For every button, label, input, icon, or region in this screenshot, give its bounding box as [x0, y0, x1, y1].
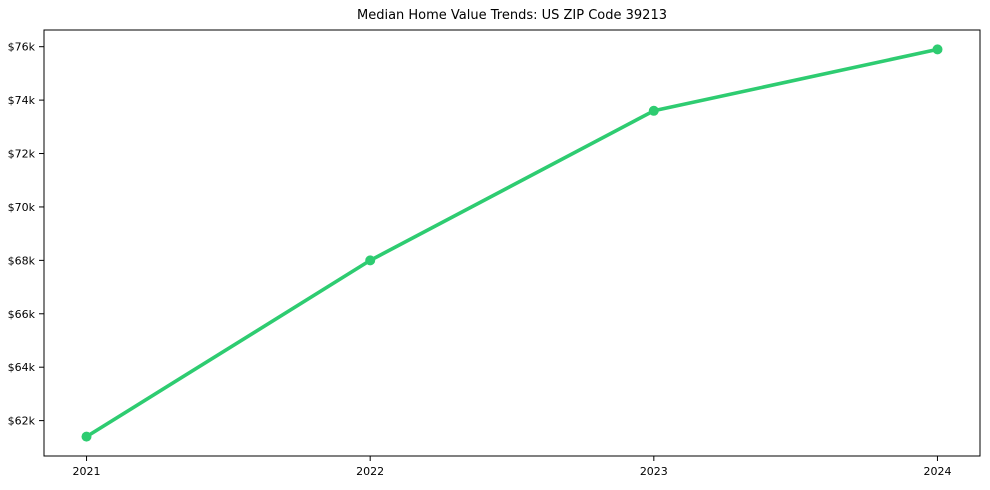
y-axis-tick-label: $62k — [8, 415, 36, 428]
x-axis-tick-label: 2023 — [640, 465, 668, 478]
y-axis-tick-label: $68k — [8, 254, 36, 267]
data-point-marker — [365, 255, 376, 266]
trend-line — [84, 47, 940, 439]
y-axis-tick-label: $64k — [8, 361, 36, 374]
y-axis-tick-label: $74k — [8, 94, 36, 107]
data-point-marker — [932, 44, 943, 55]
chart-title: Median Home Value Trends: US ZIP Code 39… — [356, 8, 667, 23]
x-axis-tick-label: 2022 — [356, 465, 384, 478]
plot-border — [43, 29, 981, 457]
data-point-marker — [648, 105, 659, 116]
x-axis-tick-label: 2021 — [73, 465, 101, 478]
y-axis-tick-label: $72k — [8, 148, 36, 161]
y-axis-tick-label: $76k — [8, 41, 36, 54]
data-point-marker — [81, 431, 92, 442]
x-axis-tick-label: 2024 — [923, 465, 951, 478]
y-axis-tick-label: $66k — [8, 308, 36, 321]
y-axis-tick-label: $70k — [8, 201, 36, 214]
